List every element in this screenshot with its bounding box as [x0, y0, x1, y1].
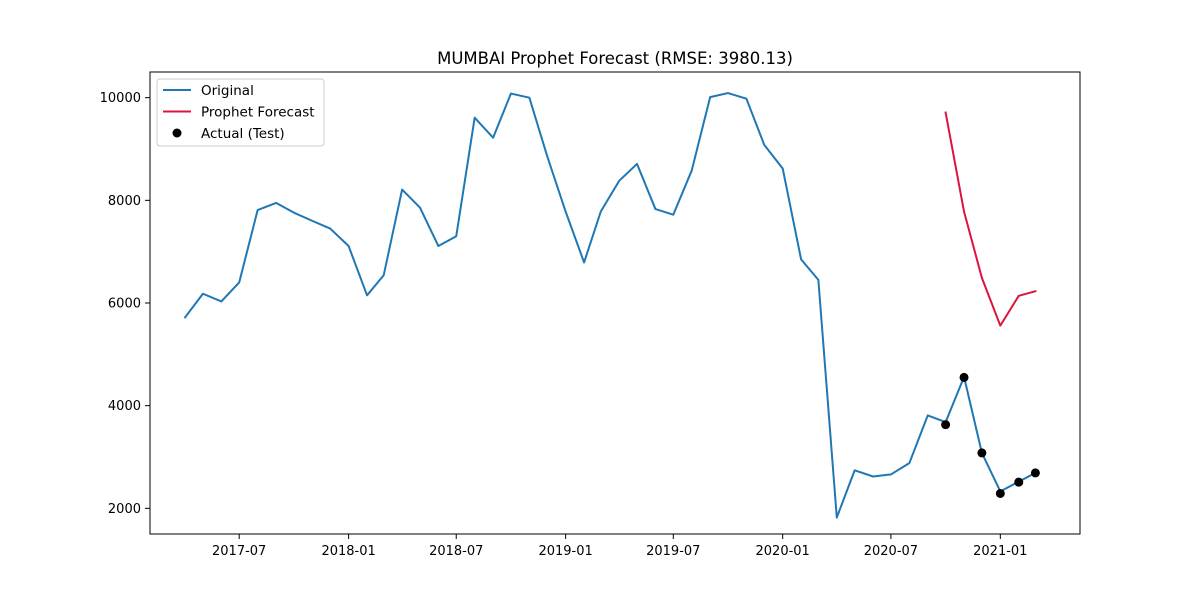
y-tick-label: 6000 [108, 297, 141, 312]
legend-swatch-actual-test [172, 128, 182, 138]
x-tick-label: 2020-01 [756, 544, 810, 559]
x-tick-label: 2021-01 [973, 544, 1027, 559]
legend-frame [156, 78, 325, 147]
legend: Original Prophet Forecast Actual (Test) [156, 78, 325, 147]
data-point-actual-test [941, 420, 951, 430]
legend-label-actual-test: Actual (Test) [201, 126, 285, 142]
data-point-actual-test [1014, 477, 1024, 487]
plot-area: 2000 4000 6000 8000 10000 2017-07 2018-01 2018-… [100, 91, 1040, 559]
x-tick-label: 2019-01 [538, 544, 592, 559]
chart-title: MUMBAI Prophet Forecast (RMSE: 3980.13) [437, 49, 793, 68]
y-tick-label: 4000 [108, 399, 141, 414]
y-tick-label: 10000 [100, 91, 141, 106]
y-tick-label: 2000 [108, 502, 141, 517]
data-point-actual-test [1030, 468, 1040, 478]
x-tick-label: 2018-01 [321, 544, 375, 559]
x-tick-label: 2017-07 [212, 544, 266, 559]
data-point-actual-test [995, 488, 1005, 498]
data-point-actual-test [977, 448, 987, 458]
series-line-prophet-forecast [944, 111, 1037, 327]
data-point-actual-test [959, 372, 969, 382]
x-tick-label: 2018-07 [429, 544, 483, 559]
legend-label-prophet-forecast: Prophet Forecast [201, 104, 315, 120]
series-line-original [183, 92, 1037, 519]
x-tick-label: 2019-07 [646, 544, 700, 559]
legend-label-original: Original [201, 83, 254, 99]
axes-frame [149, 71, 1081, 535]
x-tick-label: 2020-07 [864, 544, 918, 559]
y-tick-label: 8000 [108, 194, 141, 209]
